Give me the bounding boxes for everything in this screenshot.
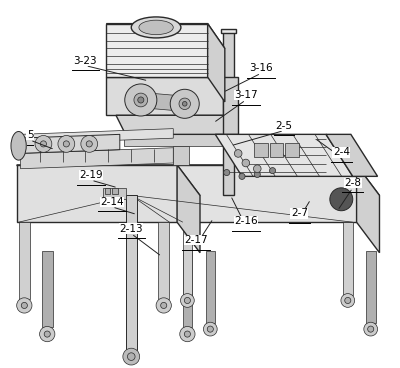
Polygon shape <box>126 195 137 350</box>
Polygon shape <box>104 188 110 194</box>
Polygon shape <box>206 251 215 323</box>
Text: 2-17: 2-17 <box>184 235 208 245</box>
Text: 2-7: 2-7 <box>291 208 308 218</box>
Circle shape <box>35 135 52 152</box>
Circle shape <box>21 302 27 308</box>
Text: 3-23: 3-23 <box>74 56 97 66</box>
Polygon shape <box>106 24 208 77</box>
Circle shape <box>128 353 135 360</box>
Text: 2-8: 2-8 <box>344 178 361 188</box>
Polygon shape <box>223 77 238 134</box>
Circle shape <box>270 167 276 174</box>
Circle shape <box>341 294 355 307</box>
Polygon shape <box>42 251 53 327</box>
Circle shape <box>182 102 187 106</box>
Polygon shape <box>17 165 177 222</box>
Circle shape <box>40 326 55 342</box>
Circle shape <box>242 159 250 167</box>
Polygon shape <box>177 165 380 195</box>
Circle shape <box>207 326 213 332</box>
Polygon shape <box>112 188 118 194</box>
Text: 2-4: 2-4 <box>333 147 350 157</box>
Polygon shape <box>343 222 353 295</box>
Polygon shape <box>20 129 173 144</box>
Polygon shape <box>20 148 173 169</box>
Polygon shape <box>177 165 200 253</box>
Circle shape <box>239 173 245 180</box>
Text: 3-16: 3-16 <box>249 63 273 73</box>
Circle shape <box>125 84 157 116</box>
Circle shape <box>180 326 195 342</box>
Circle shape <box>364 322 378 336</box>
Circle shape <box>138 97 144 103</box>
Polygon shape <box>106 24 225 49</box>
Polygon shape <box>158 222 170 298</box>
Circle shape <box>368 326 374 332</box>
Circle shape <box>161 302 167 308</box>
Circle shape <box>58 135 75 152</box>
Ellipse shape <box>139 20 173 35</box>
Polygon shape <box>223 31 234 195</box>
Text: 2-16: 2-16 <box>234 216 258 226</box>
Polygon shape <box>366 251 376 323</box>
Circle shape <box>234 150 242 157</box>
Circle shape <box>254 165 261 173</box>
Polygon shape <box>356 165 380 253</box>
Polygon shape <box>124 134 223 146</box>
Circle shape <box>40 141 46 147</box>
Ellipse shape <box>131 17 181 38</box>
Circle shape <box>345 297 351 304</box>
Polygon shape <box>215 134 353 176</box>
Circle shape <box>254 171 260 177</box>
Circle shape <box>123 348 140 365</box>
Circle shape <box>63 141 69 147</box>
Text: 2-19: 2-19 <box>79 170 103 180</box>
Text: 2-5: 2-5 <box>276 121 292 131</box>
Polygon shape <box>254 143 268 156</box>
Polygon shape <box>285 143 298 156</box>
Circle shape <box>184 297 190 304</box>
Polygon shape <box>17 165 200 195</box>
Polygon shape <box>208 24 225 102</box>
Circle shape <box>156 298 171 313</box>
Polygon shape <box>141 92 185 112</box>
Polygon shape <box>183 222 192 295</box>
Circle shape <box>224 170 230 176</box>
Polygon shape <box>270 143 283 156</box>
Circle shape <box>17 298 32 313</box>
Polygon shape <box>173 146 188 165</box>
Circle shape <box>170 89 199 118</box>
Circle shape <box>44 331 50 337</box>
Circle shape <box>86 141 92 147</box>
Circle shape <box>179 98 190 110</box>
Ellipse shape <box>11 131 26 160</box>
Circle shape <box>184 331 190 337</box>
Circle shape <box>81 135 98 152</box>
Circle shape <box>204 322 217 336</box>
Text: 3-17: 3-17 <box>234 90 258 100</box>
Polygon shape <box>103 188 126 199</box>
Circle shape <box>330 188 353 211</box>
Polygon shape <box>177 165 356 222</box>
Polygon shape <box>116 115 234 134</box>
Polygon shape <box>19 222 30 298</box>
Circle shape <box>134 93 148 107</box>
Polygon shape <box>326 134 378 176</box>
Text: 2-14: 2-14 <box>100 197 124 207</box>
Text: 2-13: 2-13 <box>120 224 143 234</box>
Circle shape <box>180 294 194 307</box>
Polygon shape <box>221 29 236 33</box>
Polygon shape <box>19 134 120 153</box>
Polygon shape <box>106 77 223 115</box>
Polygon shape <box>183 251 192 327</box>
Text: 5: 5 <box>27 130 33 140</box>
